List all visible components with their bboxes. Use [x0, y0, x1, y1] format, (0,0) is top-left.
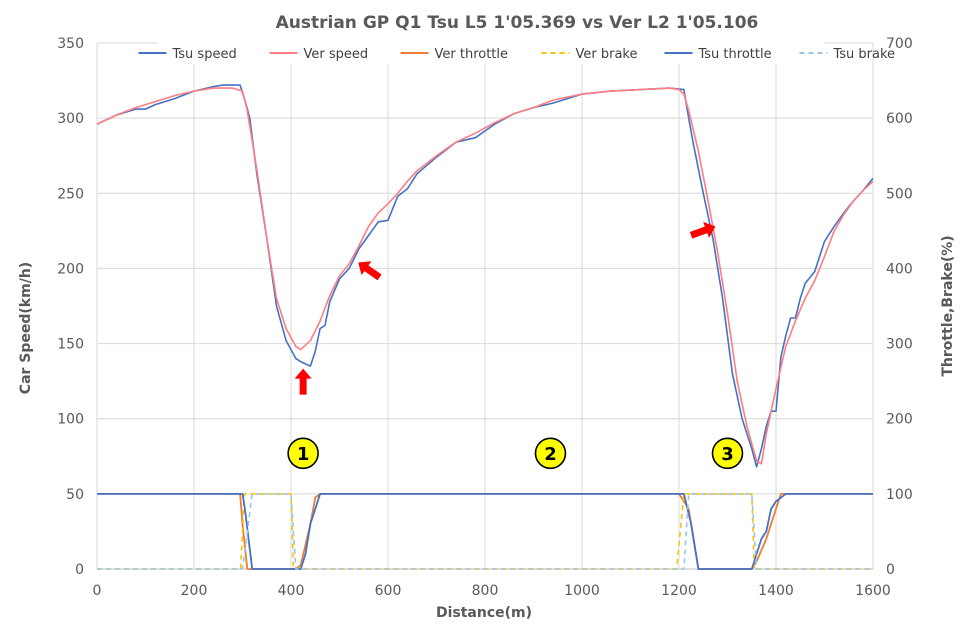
marker-number: 1 [297, 444, 310, 465]
x-tick-label: 1400 [758, 583, 794, 599]
series-line-tsu-throttle [97, 492, 873, 570]
legend-label: Ver brake [576, 47, 638, 62]
x-tick-label: 1200 [661, 583, 697, 599]
y-axis-title-left: Car Speed(km/h) [18, 262, 34, 394]
y-tick-label: 50 [66, 487, 84, 503]
legend-label: Tsu brake [833, 47, 896, 62]
y-tick-label: 300 [57, 111, 84, 127]
legend-item: Ver speed [269, 47, 369, 62]
red-arrow-icon [294, 368, 312, 395]
y2-tick-label: 100 [886, 487, 913, 503]
y2-tick-label: 600 [886, 111, 913, 127]
marker-number: 2 [544, 444, 557, 465]
y-tick-label: 200 [57, 261, 84, 277]
x-tick-label: 1600 [855, 583, 891, 599]
numbered-marker: 3 [711, 437, 744, 470]
annotations: 1 2 3 [287, 221, 744, 470]
legend-label: Tsu speed [172, 47, 237, 62]
y-tick-label: 0 [75, 562, 84, 578]
tick-labels: 0 200 400 600 800 1000 1200 1400 160005010015020… [57, 36, 912, 599]
series-line-ver-brake [97, 493, 873, 570]
x-tick-label: 800 [472, 583, 499, 599]
x-tick-label: 400 [278, 583, 305, 599]
legend-background [158, 42, 824, 64]
legend: Tsu speed Ver speed Ver throttle Ver brake T… [138, 42, 896, 64]
y-tick-label: 150 [57, 337, 84, 353]
y2-tick-label: 500 [886, 186, 913, 202]
series-line-tsu-brake [97, 493, 873, 570]
x-tick-label: 0 [93, 583, 102, 599]
y2-tick-label: 300 [886, 337, 913, 353]
x-tick-label: 1000 [564, 583, 600, 599]
numbered-marker: 2 [534, 437, 567, 470]
red-arrow-icon [689, 221, 716, 239]
legend-item: Tsu speed [138, 47, 237, 62]
legend-item: Tsu throttle [664, 47, 772, 62]
y2-tick-label: 0 [886, 562, 895, 578]
legend-label: Ver speed [304, 47, 369, 62]
red-arrow-icon [358, 261, 382, 281]
x-tick-label: 600 [375, 583, 402, 599]
y2-tick-label: 400 [886, 261, 913, 277]
marker-number: 3 [721, 444, 734, 465]
grid [96, 42, 874, 570]
legend-item: Tsu brake [799, 47, 896, 62]
y-axis-title-right: Throttle,Brake(%) [940, 235, 956, 376]
y-tick-label: 250 [57, 186, 84, 202]
legend-item: Ver brake [541, 47, 638, 62]
x-axis-title: Distance(m) [436, 605, 532, 621]
chart-title: Austrian GP Q1 Tsu L5 1'05.369 vs Ver L2… [276, 13, 759, 33]
y-tick-label: 100 [57, 412, 84, 428]
y2-tick-label: 700 [886, 36, 913, 52]
y2-tick-label: 200 [886, 412, 913, 428]
x-tick-label: 200 [181, 583, 208, 599]
numbered-marker: 1 [287, 437, 319, 470]
legend-label: Tsu throttle [698, 47, 772, 62]
legend-label: Ver throttle [435, 47, 509, 62]
series-group [96, 84, 874, 570]
y-tick-label: 350 [57, 36, 84, 52]
legend-item: Ver throttle [400, 47, 509, 62]
series-line-ver-speed [96, 87, 874, 465]
